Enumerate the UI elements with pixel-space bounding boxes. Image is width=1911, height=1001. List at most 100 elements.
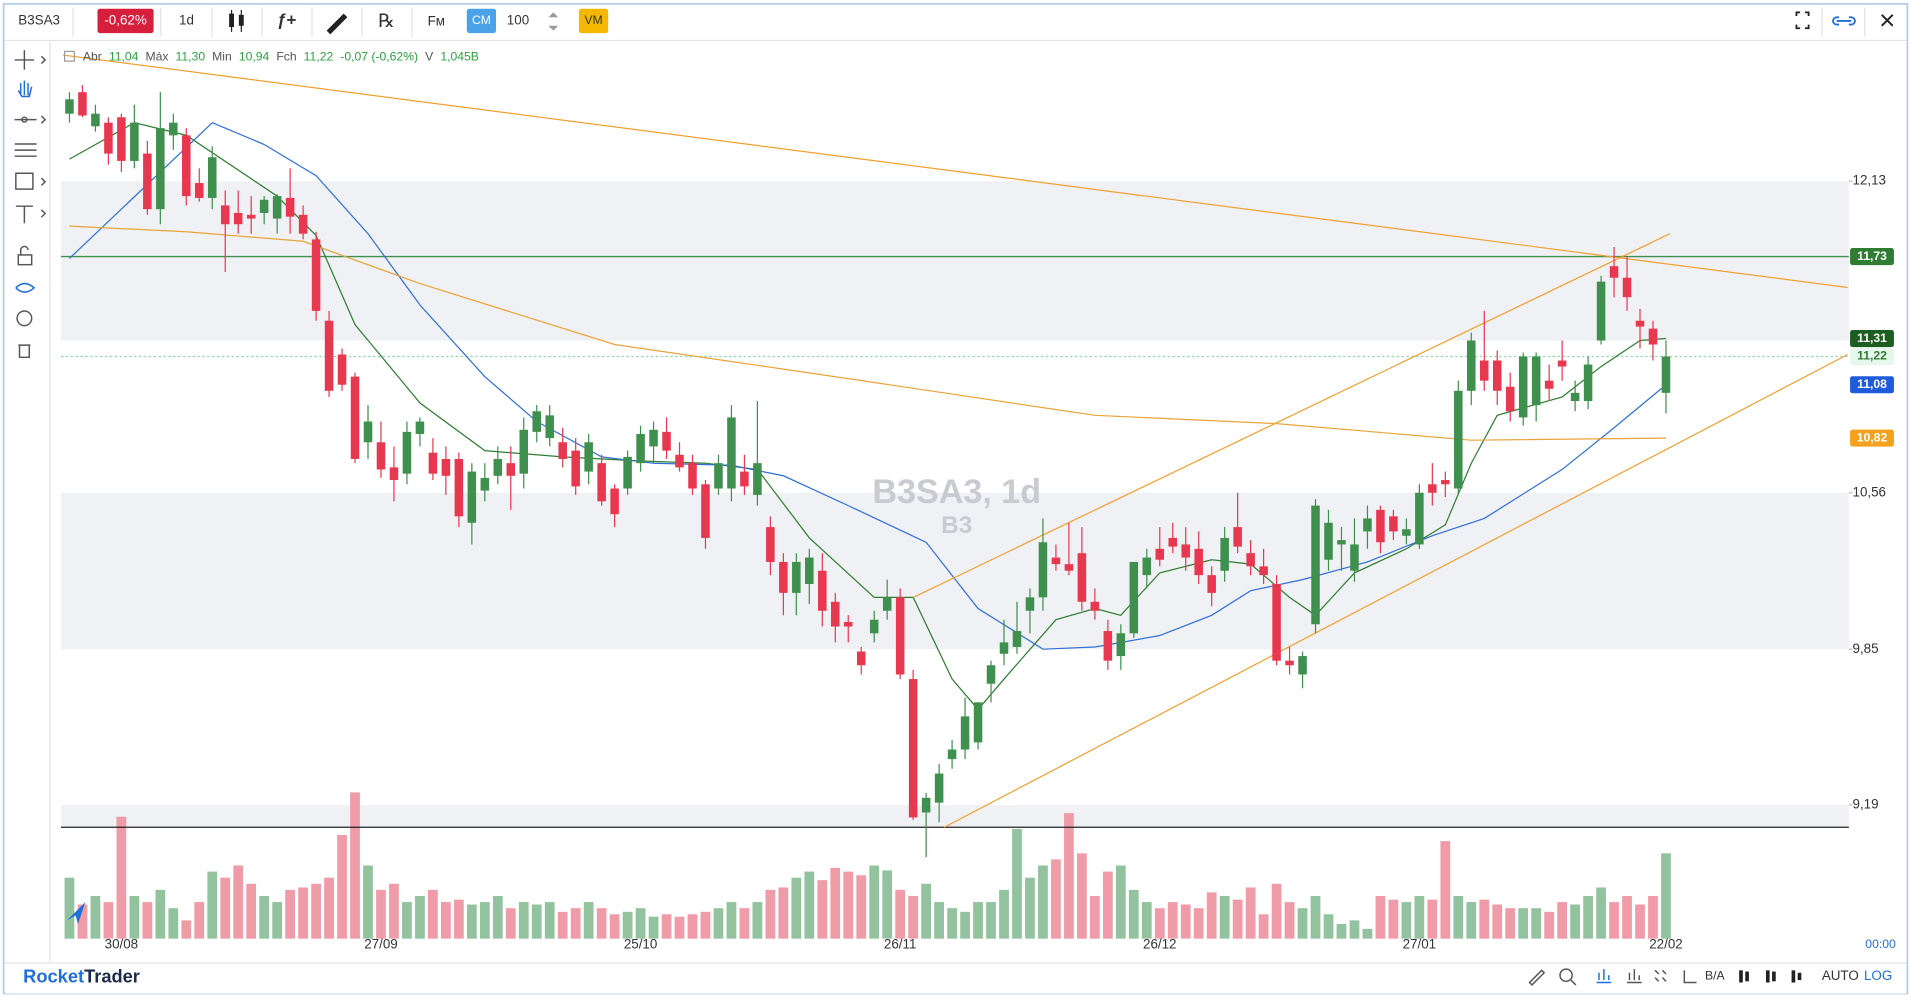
volume-bar: [337, 835, 347, 939]
candle-body: [1311, 505, 1320, 625]
y-tick-label: 9,85: [1853, 641, 1879, 656]
candle-body: [792, 561, 801, 593]
x-tick-label: 27/01: [1403, 936, 1437, 951]
candle-body: [1350, 544, 1359, 571]
volume-bar: [1544, 911, 1555, 939]
toolbar-separators: [72, 7, 1866, 37]
chart-cursor-icon: [67, 902, 86, 925]
price-marker: [1850, 248, 1894, 266]
volume-bar: [1115, 865, 1126, 939]
ba-toggle[interactable]: B/A: [1705, 969, 1726, 983]
volume-bar: [220, 877, 231, 939]
close-icon[interactable]: [1881, 14, 1894, 27]
rx-button[interactable]: ℞: [378, 10, 394, 31]
volume-bar: [1427, 899, 1438, 939]
candle-body: [805, 557, 814, 584]
candle-body: [1259, 566, 1268, 576]
candle-body: [960, 716, 970, 750]
symbol[interactable]: B3SA3: [18, 12, 60, 27]
candle-body: [91, 113, 100, 127]
sidebar-tools[interactable]: [14, 50, 47, 359]
volume-bar: [1154, 908, 1165, 939]
volume-bar: [402, 902, 412, 939]
candle-body: [636, 433, 645, 464]
volume-bar: [1102, 871, 1113, 939]
brand-a: Rocket: [23, 965, 84, 986]
candle-body: [506, 463, 516, 476]
volume-bar: [856, 875, 867, 939]
volume-bar: [441, 902, 451, 939]
footer-tools[interactable]: [1528, 968, 1697, 986]
volume-bar: [648, 916, 659, 939]
indicator-line: [944, 353, 1848, 828]
volume-bar: [817, 880, 828, 939]
candle-body: [1324, 522, 1333, 560]
candle-body: [895, 597, 905, 675]
volume-bar: [1414, 895, 1425, 939]
candle-body: [1544, 380, 1554, 389]
candle-body: [1103, 631, 1113, 661]
spinner[interactable]: [548, 12, 559, 31]
candle-body: [675, 454, 684, 468]
fullscreen-icon[interactable]: [1795, 11, 1810, 30]
candle-body: [1246, 553, 1255, 567]
volume-bar: [479, 902, 490, 939]
interval-button[interactable]: 1d: [179, 12, 194, 27]
vm-badge[interactable]: [578, 8, 609, 34]
volume-bar: [1284, 902, 1295, 939]
candle-body: [908, 679, 918, 818]
count-input[interactable]: 100: [507, 12, 529, 27]
y-tick-label: 10,56: [1853, 484, 1887, 499]
candle-body: [597, 463, 606, 502]
candle-body: [714, 463, 723, 489]
volume-bar: [1440, 841, 1451, 939]
candle-body: [766, 527, 775, 562]
toolbar: [4, 5, 1907, 41]
candle-body: [1207, 575, 1216, 593]
change-text: -0,62%: [104, 12, 147, 27]
volume-bar: [1323, 914, 1334, 939]
fm-button[interactable]: Fм: [428, 14, 445, 29]
candle-body: [649, 429, 658, 447]
cm-badge[interactable]: [466, 8, 497, 34]
volume-bar: [466, 904, 477, 939]
candle-icon[interactable]: [229, 9, 244, 32]
candle-body: [1051, 557, 1061, 565]
candle-body: [856, 651, 866, 666]
draw-icon[interactable]: [326, 13, 348, 35]
price-marker-label: 11,73: [1857, 249, 1887, 263]
candle-body: [233, 212, 243, 225]
candle-body: [1492, 360, 1502, 391]
volume-bar: [376, 889, 386, 939]
candle-body: [1467, 340, 1476, 391]
volume-bar: [298, 887, 308, 939]
candle-body: [999, 642, 1009, 654]
price-band: [60, 492, 1849, 650]
volume-bar: [77, 904, 88, 939]
volume-bar: [1038, 865, 1048, 939]
volume-bar: [713, 908, 724, 939]
volume-bar: [1661, 853, 1671, 939]
candle-body: [207, 157, 217, 198]
volume-bar: [765, 889, 776, 939]
volume-bar: [181, 920, 192, 939]
auto-toggle[interactable]: AUTO: [1822, 968, 1859, 983]
volume-bar: [999, 889, 1009, 939]
volume-bar: [1453, 895, 1464, 939]
link-icon[interactable]: [1832, 16, 1856, 26]
log-toggle[interactable]: LOG: [1864, 968, 1892, 983]
volume-bar: [1609, 902, 1619, 939]
volume-bar: [804, 871, 815, 939]
y-tick-label: 12,13: [1853, 173, 1887, 188]
candle-body: [415, 421, 425, 434]
candle-body: [753, 463, 762, 495]
volume-bar: [285, 889, 295, 939]
volume-bar: [1388, 899, 1399, 939]
x-tick-label: 26/11: [884, 936, 917, 951]
legend-low: 10,94: [239, 50, 270, 64]
footer-icons[interactable]: [1739, 970, 1802, 983]
indicator-button[interactable]: ƒ+: [277, 10, 296, 29]
volume-bar: [1193, 908, 1204, 939]
candle-body: [1415, 492, 1424, 545]
